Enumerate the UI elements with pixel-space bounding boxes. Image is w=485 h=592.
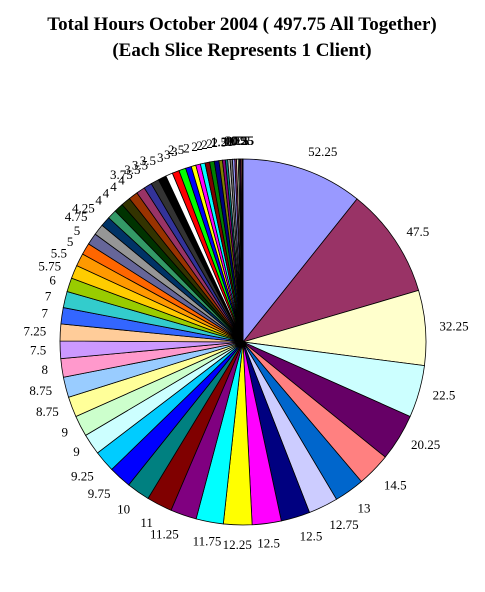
slice-label: 52.25 xyxy=(308,144,337,159)
slice-label: 9 xyxy=(62,425,69,440)
slice-label: 0.5 xyxy=(233,133,249,148)
chart-title: Total Hours October 2004 ( 497.75 All To… xyxy=(47,14,437,35)
slice-label: 20.25 xyxy=(411,437,440,452)
slice-label: 2 xyxy=(211,135,218,150)
slice-label: 3.5 xyxy=(132,157,148,172)
slice-label: 7 xyxy=(42,306,49,321)
slice-label: 2 xyxy=(183,140,190,155)
slice-label: 4.75 xyxy=(65,209,88,224)
slice-label: 1 xyxy=(225,134,232,149)
slice-label: 32.25 xyxy=(439,319,468,334)
slice-label: 7.25 xyxy=(24,324,47,339)
slice-label: 12.5 xyxy=(257,535,280,550)
slice-label: 13 xyxy=(358,500,371,515)
slice-label: 3 xyxy=(164,147,171,162)
slice-label: 2 xyxy=(206,136,213,151)
slice-label: 8.75 xyxy=(36,404,59,419)
slice-label: 12.5 xyxy=(300,529,323,544)
slice-label: 22.5 xyxy=(433,387,456,402)
slice-label: 2 xyxy=(196,138,203,153)
slice-label: 5.5 xyxy=(51,246,67,261)
slice-label: 0.75 xyxy=(224,133,247,148)
slice-label: 1.5 xyxy=(211,135,227,150)
slice-label: 12.25 xyxy=(223,537,252,552)
slice-label: 0.5 xyxy=(232,133,248,148)
pie-slice xyxy=(241,198,420,343)
slice-label: 9.75 xyxy=(88,486,111,501)
slice-label: 11.25 xyxy=(150,526,179,541)
slice-label: 3 xyxy=(171,144,178,159)
slice-label: 1 xyxy=(227,133,234,148)
slice-label: 11.75 xyxy=(193,534,222,549)
slice-label: 3.5 xyxy=(124,162,140,177)
slice-label: 47.5 xyxy=(407,224,430,239)
slice-label: 1 xyxy=(222,134,229,149)
slice-label: 3 xyxy=(157,150,164,165)
slice-label: 5 xyxy=(67,234,74,249)
slice-label: 14.5 xyxy=(384,478,407,493)
slice-label: 2 xyxy=(201,137,208,152)
slice-label: 4.25 xyxy=(72,200,95,215)
slice-label: 8 xyxy=(42,362,49,377)
slice-label: 0.25 xyxy=(231,133,254,148)
slice-label: 9.25 xyxy=(71,469,94,484)
slice-label: 3.75 xyxy=(110,167,133,182)
slice-label: 0.5 xyxy=(230,133,246,148)
slice-label: 3.5 xyxy=(140,153,156,168)
slice-label: 7.5 xyxy=(30,342,46,357)
slice-label: 2 xyxy=(191,139,198,154)
pie-slice xyxy=(242,158,244,343)
slice-label: 12.75 xyxy=(329,517,358,532)
slice-label: 4 xyxy=(118,173,125,188)
slice-label: 2.5 xyxy=(168,142,184,157)
slice-label: 0.75 xyxy=(226,133,249,148)
slice-label: 0.25 xyxy=(231,133,254,148)
slice-label: 5.75 xyxy=(38,258,61,273)
slice-label: 7 xyxy=(45,288,52,303)
pie-slice xyxy=(242,158,358,344)
pie-slices xyxy=(59,158,427,526)
slice-label: 10 xyxy=(117,501,130,516)
slice-labels: 52.2547.532.2522.520.2514.51312.7512.512… xyxy=(24,133,469,552)
slice-label: 8.75 xyxy=(29,383,52,398)
slice-label: 9 xyxy=(73,444,80,459)
chart-subtitle: (Each Slice Represents 1 Client) xyxy=(112,40,371,61)
slice-label: 1 xyxy=(230,133,237,148)
slice-label: 11 xyxy=(140,515,153,530)
slice-label: 4 xyxy=(110,179,117,194)
slice-label: 4 xyxy=(95,193,102,208)
slice-label: 4 xyxy=(103,186,110,201)
slice-label: 5 xyxy=(74,223,81,238)
slice-label: 6 xyxy=(49,272,56,287)
slice-label: 1.25 xyxy=(211,134,234,149)
